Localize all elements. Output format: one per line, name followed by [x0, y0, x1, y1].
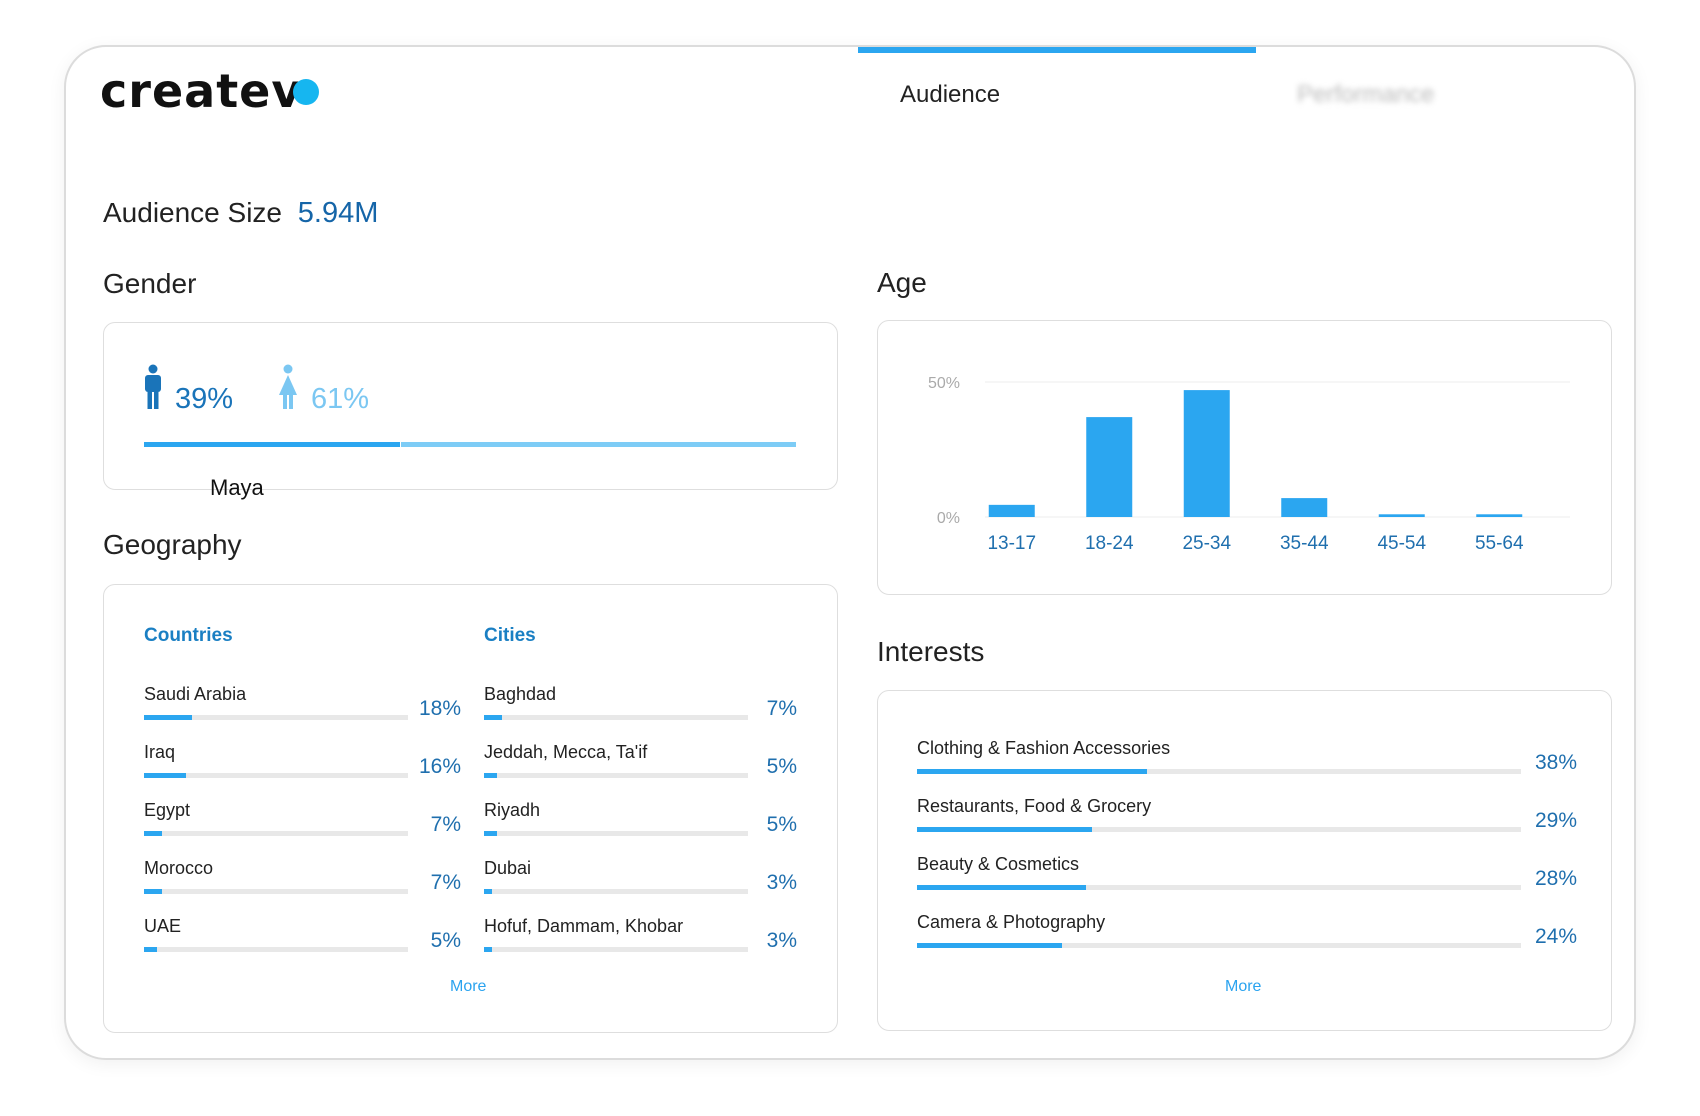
male-share-bar — [144, 442, 400, 447]
country-bar-fill — [144, 889, 163, 894]
audience-size: Audience Size 5.94M — [103, 197, 378, 230]
female-share-bar — [401, 442, 796, 447]
age-bar-55-64 — [1476, 514, 1523, 517]
city-bar-fill — [484, 831, 498, 836]
country-bar-track — [144, 889, 408, 894]
tab-performance[interactable]: Performance — [1297, 81, 1435, 108]
interest-bar-fill — [917, 769, 1147, 774]
country-percent: 16% — [418, 755, 461, 778]
x-tick-label: 18-24 — [1085, 533, 1134, 554]
city-percent: 7% — [766, 697, 797, 720]
city-label: Dubai — [484, 858, 532, 878]
country-bar-track — [144, 715, 408, 720]
x-tick-label: 55-64 — [1475, 533, 1524, 554]
country-label: Saudi Arabia — [144, 684, 247, 704]
female-person-icon — [279, 364, 297, 409]
city-label: Jeddah, Mecca, Ta'if — [484, 742, 648, 762]
city-bar-track — [484, 831, 748, 836]
logo-dot-icon — [293, 79, 319, 105]
interest-percent: 38% — [1534, 751, 1577, 774]
male-percent: 39% — [175, 383, 234, 415]
country-percent: 5% — [430, 929, 461, 952]
city-percent: 5% — [766, 813, 797, 836]
y-tick-label: 50% — [928, 375, 960, 392]
interest-bar-track — [917, 943, 1521, 948]
interest-label: Restaurants, Food & Grocery — [917, 796, 1152, 816]
country-bar-fill — [144, 773, 187, 778]
x-tick-label: 13-17 — [987, 533, 1036, 554]
country-percent: 7% — [430, 813, 461, 836]
age-bar-chart: 50% 0% 13-17 18-24 25-34 35-44 45-54 55-64 — [928, 375, 1570, 554]
audience-size-label: Audience Size — [103, 197, 283, 228]
x-tick-label: 25-34 — [1182, 533, 1231, 554]
interests-more-link[interactable]: More — [1225, 978, 1262, 995]
city-bar-fill — [484, 773, 498, 778]
city-percent: 3% — [766, 929, 797, 952]
countries-header: Countries — [144, 625, 233, 646]
male-person-icon — [145, 364, 161, 409]
city-bar-fill — [484, 947, 492, 952]
interest-label: Beauty & Cosmetics — [917, 854, 1080, 874]
age-bar-45-54 — [1378, 514, 1425, 517]
age-panel — [877, 320, 1612, 595]
gender-title: Gender — [103, 268, 197, 299]
city-percent: 3% — [766, 871, 797, 894]
city-label: Baghdad — [484, 684, 557, 704]
city-bar-track — [484, 947, 748, 952]
cities-header: Cities — [484, 625, 536, 646]
country-bar-track — [144, 773, 408, 778]
brand-logo: createv — [100, 64, 303, 118]
interests-panel — [877, 690, 1612, 1031]
city-label: Riyadh — [484, 800, 541, 820]
country-label: Iraq — [144, 742, 176, 762]
y-tick-label: 0% — [937, 510, 960, 527]
city-bar-fill — [484, 715, 503, 720]
country-label: UAE — [144, 916, 182, 936]
age-bar-13-17 — [988, 504, 1035, 517]
interests-title: Interests — [877, 636, 985, 667]
age-bar-25-34 — [1183, 390, 1230, 517]
country-bar-fill — [144, 715, 192, 720]
interest-bar-track — [917, 769, 1521, 774]
gender-panel — [103, 322, 838, 490]
country-label: Egypt — [144, 800, 191, 820]
country-percent: 7% — [430, 871, 461, 894]
x-tick-label: 35-44 — [1280, 533, 1329, 554]
city-bar-track — [484, 773, 748, 778]
interest-bar-track — [917, 885, 1521, 890]
country-bar-fill — [144, 947, 158, 952]
interest-percent: 29% — [1534, 809, 1577, 832]
female-percent: 61% — [311, 383, 370, 415]
x-tick-label: 45-54 — [1377, 533, 1426, 554]
city-percent: 5% — [766, 755, 797, 778]
age-bar-18-24 — [1086, 417, 1133, 517]
city-label: Hofuf, Dammam, Khobar — [484, 916, 684, 936]
age-title: Age — [877, 267, 927, 298]
city-bar-track — [484, 889, 748, 894]
interest-label: Clothing & Fashion Accessories — [917, 738, 1171, 758]
geography-title: Geography — [103, 529, 242, 560]
country-percent: 18% — [418, 697, 461, 720]
country-bar-track — [144, 947, 408, 952]
interest-bar-fill — [917, 943, 1062, 948]
interest-percent: 24% — [1534, 925, 1577, 948]
active-tab-indicator — [858, 47, 1256, 53]
city-bar-fill — [484, 889, 492, 894]
geography-more-link[interactable]: More — [450, 978, 487, 995]
interest-bar-fill — [917, 827, 1093, 832]
interest-bar-fill — [917, 885, 1087, 890]
country-label: Morocco — [144, 858, 214, 878]
tab-audience[interactable]: Audience — [900, 81, 1001, 108]
country-bar-fill — [144, 831, 163, 836]
audience-size-value: 5.94M — [297, 197, 379, 229]
name-label: Maya — [210, 475, 264, 500]
interest-bar-track — [917, 827, 1521, 832]
city-bar-track — [484, 715, 748, 720]
interest-label: Camera & Photography — [917, 912, 1106, 932]
geography-panel — [103, 584, 838, 1033]
age-bar-35-44 — [1281, 498, 1328, 517]
interest-percent: 28% — [1534, 867, 1577, 890]
country-bar-track — [144, 831, 408, 836]
